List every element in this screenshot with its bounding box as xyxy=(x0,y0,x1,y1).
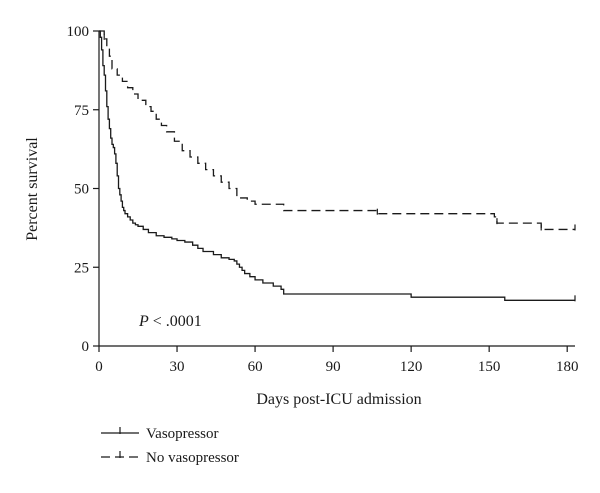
x-tick-label: 60 xyxy=(248,359,263,375)
series-line-no-vasopressor xyxy=(99,30,575,231)
legend: Vasopressor No vasopressor xyxy=(101,426,239,466)
y-tick-label: 100 xyxy=(67,24,90,40)
y-tick-label: 50 xyxy=(74,182,89,198)
legend-label: No vasopressor xyxy=(146,450,239,466)
legend-item-no-vasopressor: No vasopressor xyxy=(101,450,239,466)
x-tick-label: 90 xyxy=(326,359,341,375)
series-line-vasopressor xyxy=(99,30,575,301)
x-tick-label: 0 xyxy=(95,359,103,375)
axes: 0 25 50 75 100 0 30 60 90 120 150 180 xyxy=(67,24,579,375)
y-tick-label: 25 xyxy=(74,260,89,276)
legend-label: Vasopressor xyxy=(146,426,219,442)
p-value-text: < .0001 xyxy=(149,313,202,330)
x-tick-label: 150 xyxy=(478,359,501,375)
series-layer xyxy=(99,30,576,302)
y-axis-label: Percent survival xyxy=(24,137,41,241)
p-value-annotation: P < .0001 xyxy=(138,313,202,330)
legend-item-vasopressor: Vasopressor xyxy=(101,426,219,442)
x-tick-label: 120 xyxy=(400,359,423,375)
x-tick-label: 180 xyxy=(556,359,579,375)
p-value-symbol: P xyxy=(138,313,149,330)
y-tick-label: 75 xyxy=(74,103,89,119)
x-tick-label: 30 xyxy=(170,359,185,375)
x-axis-label: Days post-ICU admission xyxy=(256,391,421,408)
y-tick-label: 0 xyxy=(82,339,90,355)
